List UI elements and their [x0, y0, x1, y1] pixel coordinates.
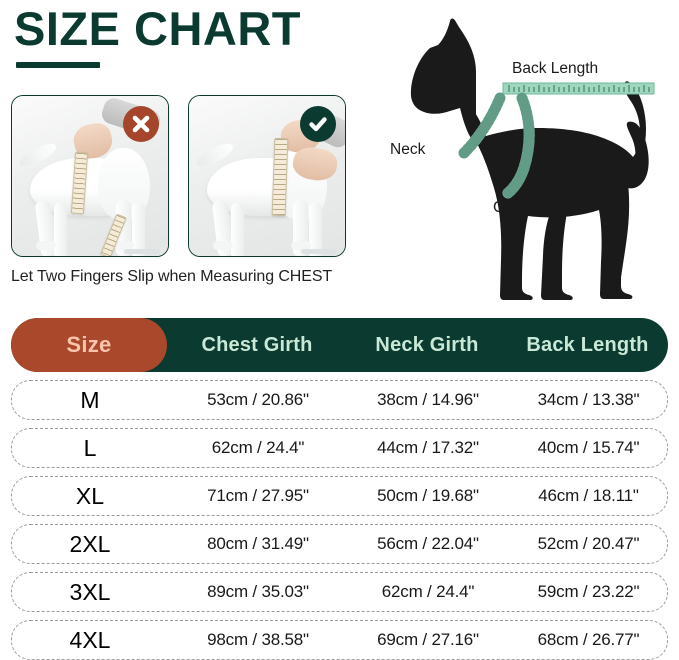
mannequin-foot-back	[36, 241, 56, 250]
diagram-label-back-length: Back Length	[512, 60, 599, 77]
mannequin-stand	[124, 249, 160, 254]
cell-chest-girth: 62cm / 24.4"	[211, 438, 305, 457]
table-header-cell-chest-girth: Chest Girth	[201, 333, 313, 356]
photo-caption: Let Two Fingers Slip when Measuring CHES…	[11, 268, 333, 285]
tape-back-length	[502, 82, 655, 95]
dog-tail	[619, 121, 649, 189]
table-header-cell-neck-girth: Neck Girth	[375, 333, 479, 356]
diagram-label-chest: Chest	[493, 199, 534, 216]
page-title: SIZE CHART	[14, 2, 301, 55]
measuring-tape-vertical	[271, 137, 289, 217]
cell-chest-girth: 80cm / 31.49"	[207, 534, 309, 553]
cell-size: 3XL	[69, 578, 111, 605]
cell-back-length: 52cm / 20.47"	[537, 534, 640, 553]
mannequin-back-leg-right	[54, 202, 67, 256]
table-row: XL 71cm / 27.95" 50cm / 19.68" 46cm / 18…	[11, 476, 668, 516]
diagram-label-neck: Neck	[390, 141, 426, 158]
mannequin-foot-front	[114, 241, 134, 250]
tape-chest	[502, 92, 535, 199]
size-chart-table: Size Chest Girth Neck Girth Back Length …	[11, 318, 668, 660]
cell-chest-girth: 53cm / 20.86"	[207, 390, 309, 409]
cell-back-length: 40cm / 15.74"	[537, 438, 640, 457]
table-header-cell-size: Size	[11, 318, 167, 372]
cell-back-length: 46cm / 18.11"	[538, 486, 639, 505]
mannequin-front-leg-right	[132, 202, 145, 256]
dog-hind-leg	[541, 204, 573, 300]
cell-neck-girth: 38cm / 14.96"	[377, 390, 479, 409]
cell-neck-girth: 62cm / 24.4"	[381, 582, 475, 601]
cell-size: L	[83, 434, 97, 461]
table-row: L 62cm / 24.4" 44cm / 17.32" 40cm / 15.7…	[11, 428, 668, 468]
dog-measurement-diagram: Back Length Neck Chest	[372, 12, 679, 302]
mannequin-back-leg-right	[231, 202, 244, 256]
photo-card-correct-method	[188, 95, 346, 257]
mannequin-front-leg-right	[309, 202, 322, 256]
mannequin-foot-back	[213, 241, 233, 250]
cell-size: 2XL	[69, 530, 111, 557]
table-header-row: Size Chest Girth Neck Girth Back Length	[11, 318, 668, 372]
cell-chest-girth: 98cm / 38.58"	[207, 630, 309, 649]
cell-neck-girth: 69cm / 27.16"	[377, 630, 479, 649]
title-underline-rule	[16, 62, 100, 68]
table-row: M 53cm / 20.86" 38cm / 14.96" 34cm / 13.…	[11, 380, 668, 420]
table-row: 4XL 98cm / 38.58" 69cm / 27.16" 68cm / 2…	[11, 620, 668, 660]
cell-size: XL	[75, 482, 105, 509]
table-row: 3XL 89cm / 35.03" 62cm / 24.4" 59cm / 23…	[11, 572, 668, 612]
table-header-cell-back-length: Back Length	[526, 333, 649, 356]
cell-chest-girth: 89cm / 35.03"	[207, 582, 309, 601]
table-row: 2XL 80cm / 31.49" 56cm / 22.04" 52cm / 2…	[11, 524, 668, 564]
mannequin-stand	[301, 249, 337, 254]
cell-chest-girth: 71cm / 27.95"	[207, 486, 309, 505]
dog-silhouette-shape	[410, 18, 476, 146]
cell-neck-girth: 50cm / 19.68"	[377, 486, 479, 505]
mannequin-foot-front	[291, 241, 311, 250]
photo-card-wrong-method	[11, 95, 169, 257]
cell-back-length: 34cm / 13.38"	[537, 390, 640, 409]
cell-neck-girth: 56cm / 22.04"	[377, 534, 479, 553]
cross-icon	[123, 106, 159, 142]
tape-neck	[458, 92, 506, 159]
cell-back-length: 59cm / 23.22"	[537, 582, 640, 601]
cell-neck-girth: 44cm / 17.32"	[377, 438, 479, 457]
check-icon	[300, 106, 336, 142]
cell-size: M	[80, 386, 100, 413]
cell-back-length: 68cm / 26.77"	[537, 630, 640, 649]
cell-size: 4XL	[69, 626, 111, 653]
dog-body-shape	[468, 81, 646, 300]
